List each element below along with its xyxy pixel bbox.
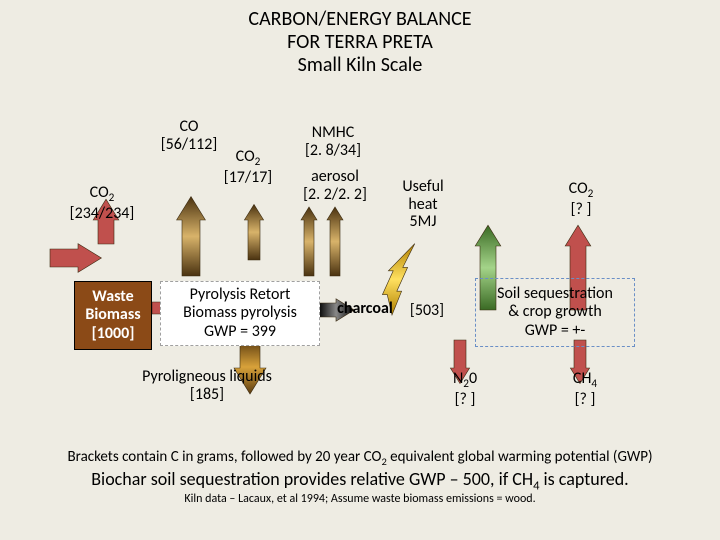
node-c503: [503] [402,302,452,320]
node-useful: Usefulheat5MJ [388,178,458,231]
node-ch4: CH4[? ] [560,370,610,408]
arrow-4 [244,204,263,260]
arrow-3 [177,197,206,276]
footnote-3: Kiln data – Lacaux, et al 1994; Assume w… [0,492,720,506]
arrow-5 [301,207,317,276]
node-soil: Soil sequestration& crop growthGWP = +- [475,278,635,347]
node-aerosol: aerosol[2. 2/2. 2] [296,168,374,203]
node-n2o: N20[? ] [440,370,490,408]
footnote-2: Biochar soil sequestration provides rela… [0,468,720,494]
node-pyroliq: Pyroligneous liquids[185] [112,368,302,403]
node-co2_in: CO2[234/234] [62,184,142,222]
arrow-0 [50,244,101,273]
node-nmhc: NMHC[2. 8/34] [296,124,370,159]
node-co2_out: CO2[? ] [556,180,606,218]
node-co2_g: CO2[17/17] [216,148,280,186]
node-pyro: Pyrolysis RetortBiomass pyrolysisGWP = 3… [160,281,320,346]
node-waste: WasteBiomass[1000] [74,281,152,350]
node-charcoal: charcoal [329,300,401,318]
arrow-6 [327,207,343,276]
node-co: CO[56/112] [152,118,226,153]
footnote-1: Brackets contain C in grams, followed by… [0,448,720,468]
